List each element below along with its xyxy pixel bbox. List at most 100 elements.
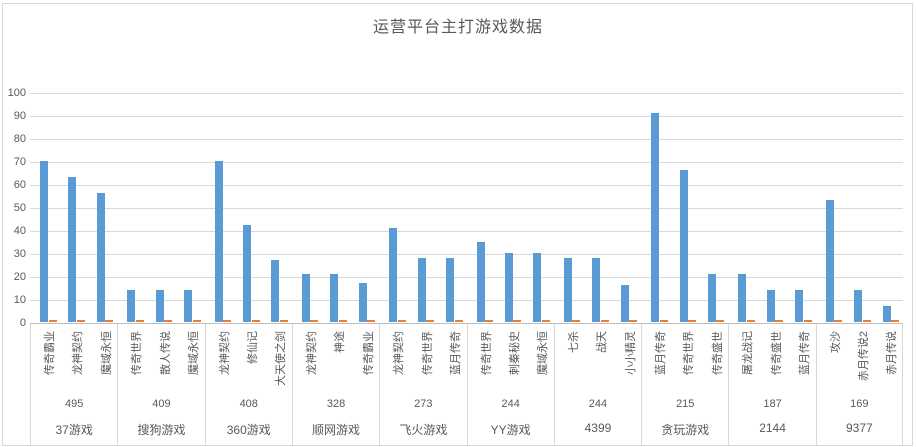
bar-secondary bbox=[775, 320, 784, 322]
bar-primary bbox=[620, 285, 629, 322]
bar-primary bbox=[504, 253, 513, 322]
game-name-label: 蓝月传奇 bbox=[799, 331, 812, 375]
group-platform-label: 360游戏 bbox=[226, 423, 271, 437]
bar-secondary bbox=[105, 320, 114, 322]
game-name-label: 传奇世界 bbox=[480, 331, 493, 375]
bar-secondary bbox=[164, 320, 173, 322]
game-name-label: 传奇世界 bbox=[421, 331, 434, 375]
game-name-label: 传奇世界 bbox=[683, 331, 696, 375]
bar-primary bbox=[882, 305, 891, 322]
bar-secondary bbox=[803, 320, 812, 322]
bar-secondary bbox=[192, 320, 201, 322]
bar-secondary bbox=[279, 320, 288, 322]
group-platform-label: 2144 bbox=[759, 421, 786, 435]
group-platform-label: 飞火游戏 bbox=[399, 423, 448, 437]
group-box: 屠龙战记 传奇盛世 蓝月传奇 187 2144 bbox=[728, 324, 815, 445]
game-name-label: 赤月传说2 bbox=[858, 331, 871, 382]
bar-primary bbox=[271, 259, 280, 322]
bar-secondary bbox=[454, 320, 463, 322]
bar-primary bbox=[766, 289, 775, 322]
group-platform-label: 37游戏 bbox=[55, 423, 93, 437]
bar-primary bbox=[707, 273, 716, 322]
group-total-label: 273 bbox=[414, 398, 433, 410]
group-platform-label: 搜狗游戏 bbox=[137, 423, 186, 437]
game-name-label: 传奇盛世 bbox=[770, 331, 783, 375]
x-axis-line bbox=[30, 323, 903, 324]
bar-secondary bbox=[251, 320, 260, 322]
group-platform-label: 4399 bbox=[584, 421, 612, 435]
game-name-label: 屠龙战记 bbox=[742, 331, 755, 375]
gridline bbox=[30, 93, 903, 94]
group-platform-label: YY游戏 bbox=[490, 423, 531, 437]
group-platform-label: 9377 bbox=[845, 421, 873, 435]
category-axis-labels: 传奇霸业 龙神契约 魔域永恒 495 37游戏 传奇世界 散人传说 魔域永恒 409 搜狗游戏 龙神… bbox=[30, 324, 903, 446]
bar-secondary bbox=[541, 320, 550, 322]
gridline bbox=[30, 116, 903, 117]
y-tick-label: 80 bbox=[13, 133, 26, 145]
y-tick-label: 30 bbox=[13, 248, 26, 260]
chart-title: 运营平台主打游戏数据 bbox=[372, 19, 543, 36]
bar-secondary bbox=[135, 320, 144, 322]
group-box: 蓝月传奇 传奇世界 传奇盛世 215 贪玩游戏 bbox=[641, 324, 728, 445]
bar-primary bbox=[184, 289, 193, 322]
y-tick-label: 50 bbox=[13, 202, 26, 214]
group-box: 七杀 战天 小小精灵 244 4399 bbox=[553, 324, 641, 445]
game-name-label: 小小精灵 bbox=[624, 331, 637, 375]
game-name-label: 魔域永恒 bbox=[188, 331, 201, 375]
bar-secondary bbox=[426, 320, 435, 322]
group-total-label: 409 bbox=[152, 398, 171, 410]
bar-primary bbox=[738, 273, 747, 322]
game-name-label: 战天 bbox=[596, 331, 609, 353]
group-box: 传奇霸业 龙神契约 魔域永恒 495 37游戏 bbox=[30, 324, 117, 445]
gridline bbox=[30, 300, 903, 301]
game-name-label: 七杀 bbox=[567, 331, 580, 353]
group-total-label: 169 bbox=[850, 398, 869, 410]
bar-secondary bbox=[310, 320, 319, 322]
group-total-label: 244 bbox=[501, 398, 520, 410]
y-tick-label: 20 bbox=[13, 271, 26, 283]
y-tick-label: 40 bbox=[13, 225, 26, 237]
bar-primary bbox=[301, 273, 310, 322]
bar-secondary bbox=[513, 320, 522, 322]
bar-primary bbox=[592, 257, 601, 322]
bar-primary bbox=[825, 200, 834, 322]
game-name-label: 攻沙 bbox=[829, 331, 842, 353]
group-box: 龙神契约 修仙记 大天使之剑 408 360游戏 bbox=[204, 324, 292, 445]
bar-secondary bbox=[572, 320, 581, 322]
game-name-label: 魔域永恒 bbox=[100, 331, 113, 375]
bar-secondary bbox=[338, 320, 347, 322]
game-name-label: 传奇世界 bbox=[131, 331, 144, 375]
game-name-label: 刺秦秘史 bbox=[508, 331, 521, 375]
group-platform-label: 顺网游戏 bbox=[312, 423, 361, 437]
game-name-label: 散人传说 bbox=[159, 331, 172, 375]
game-name-label: 龙神契约 bbox=[305, 331, 318, 375]
game-name-label: 修仙记 bbox=[246, 331, 259, 364]
game-name-label: 大天使之剑 bbox=[275, 331, 288, 386]
bar-primary bbox=[651, 112, 660, 322]
y-tick-label: 60 bbox=[13, 179, 26, 191]
group-platform-label: 贪玩游戏 bbox=[661, 423, 710, 437]
bar-primary bbox=[330, 273, 339, 322]
group-box: 龙神契约 神途 传奇霸业 328 顺网游戏 bbox=[291, 324, 379, 445]
bar-primary bbox=[40, 161, 48, 322]
bar-secondary bbox=[716, 320, 725, 322]
bar-primary bbox=[214, 161, 223, 322]
group-box: 传奇世界 散人传说 魔域永恒 409 搜狗游戏 bbox=[117, 324, 204, 445]
bar-secondary bbox=[367, 320, 376, 322]
gridline bbox=[30, 254, 903, 255]
bar-primary bbox=[155, 289, 164, 322]
group-total-label: 187 bbox=[763, 398, 782, 410]
gridline bbox=[30, 208, 903, 209]
group-total-label: 495 bbox=[64, 398, 84, 410]
game-name-label: 赤月传说 bbox=[886, 331, 899, 375]
y-tick-label: 90 bbox=[13, 110, 26, 122]
game-name-label: 传奇霸业 bbox=[362, 331, 375, 375]
bar-primary bbox=[243, 225, 251, 322]
bar-secondary bbox=[485, 320, 493, 322]
game-name-label: 蓝月传奇 bbox=[449, 331, 462, 375]
bar-secondary bbox=[659, 320, 668, 322]
y-tick-label: 70 bbox=[13, 156, 26, 168]
group-total-label: 328 bbox=[326, 398, 346, 410]
bar-primary bbox=[854, 289, 863, 322]
y-tick-label: 0 bbox=[19, 317, 26, 329]
